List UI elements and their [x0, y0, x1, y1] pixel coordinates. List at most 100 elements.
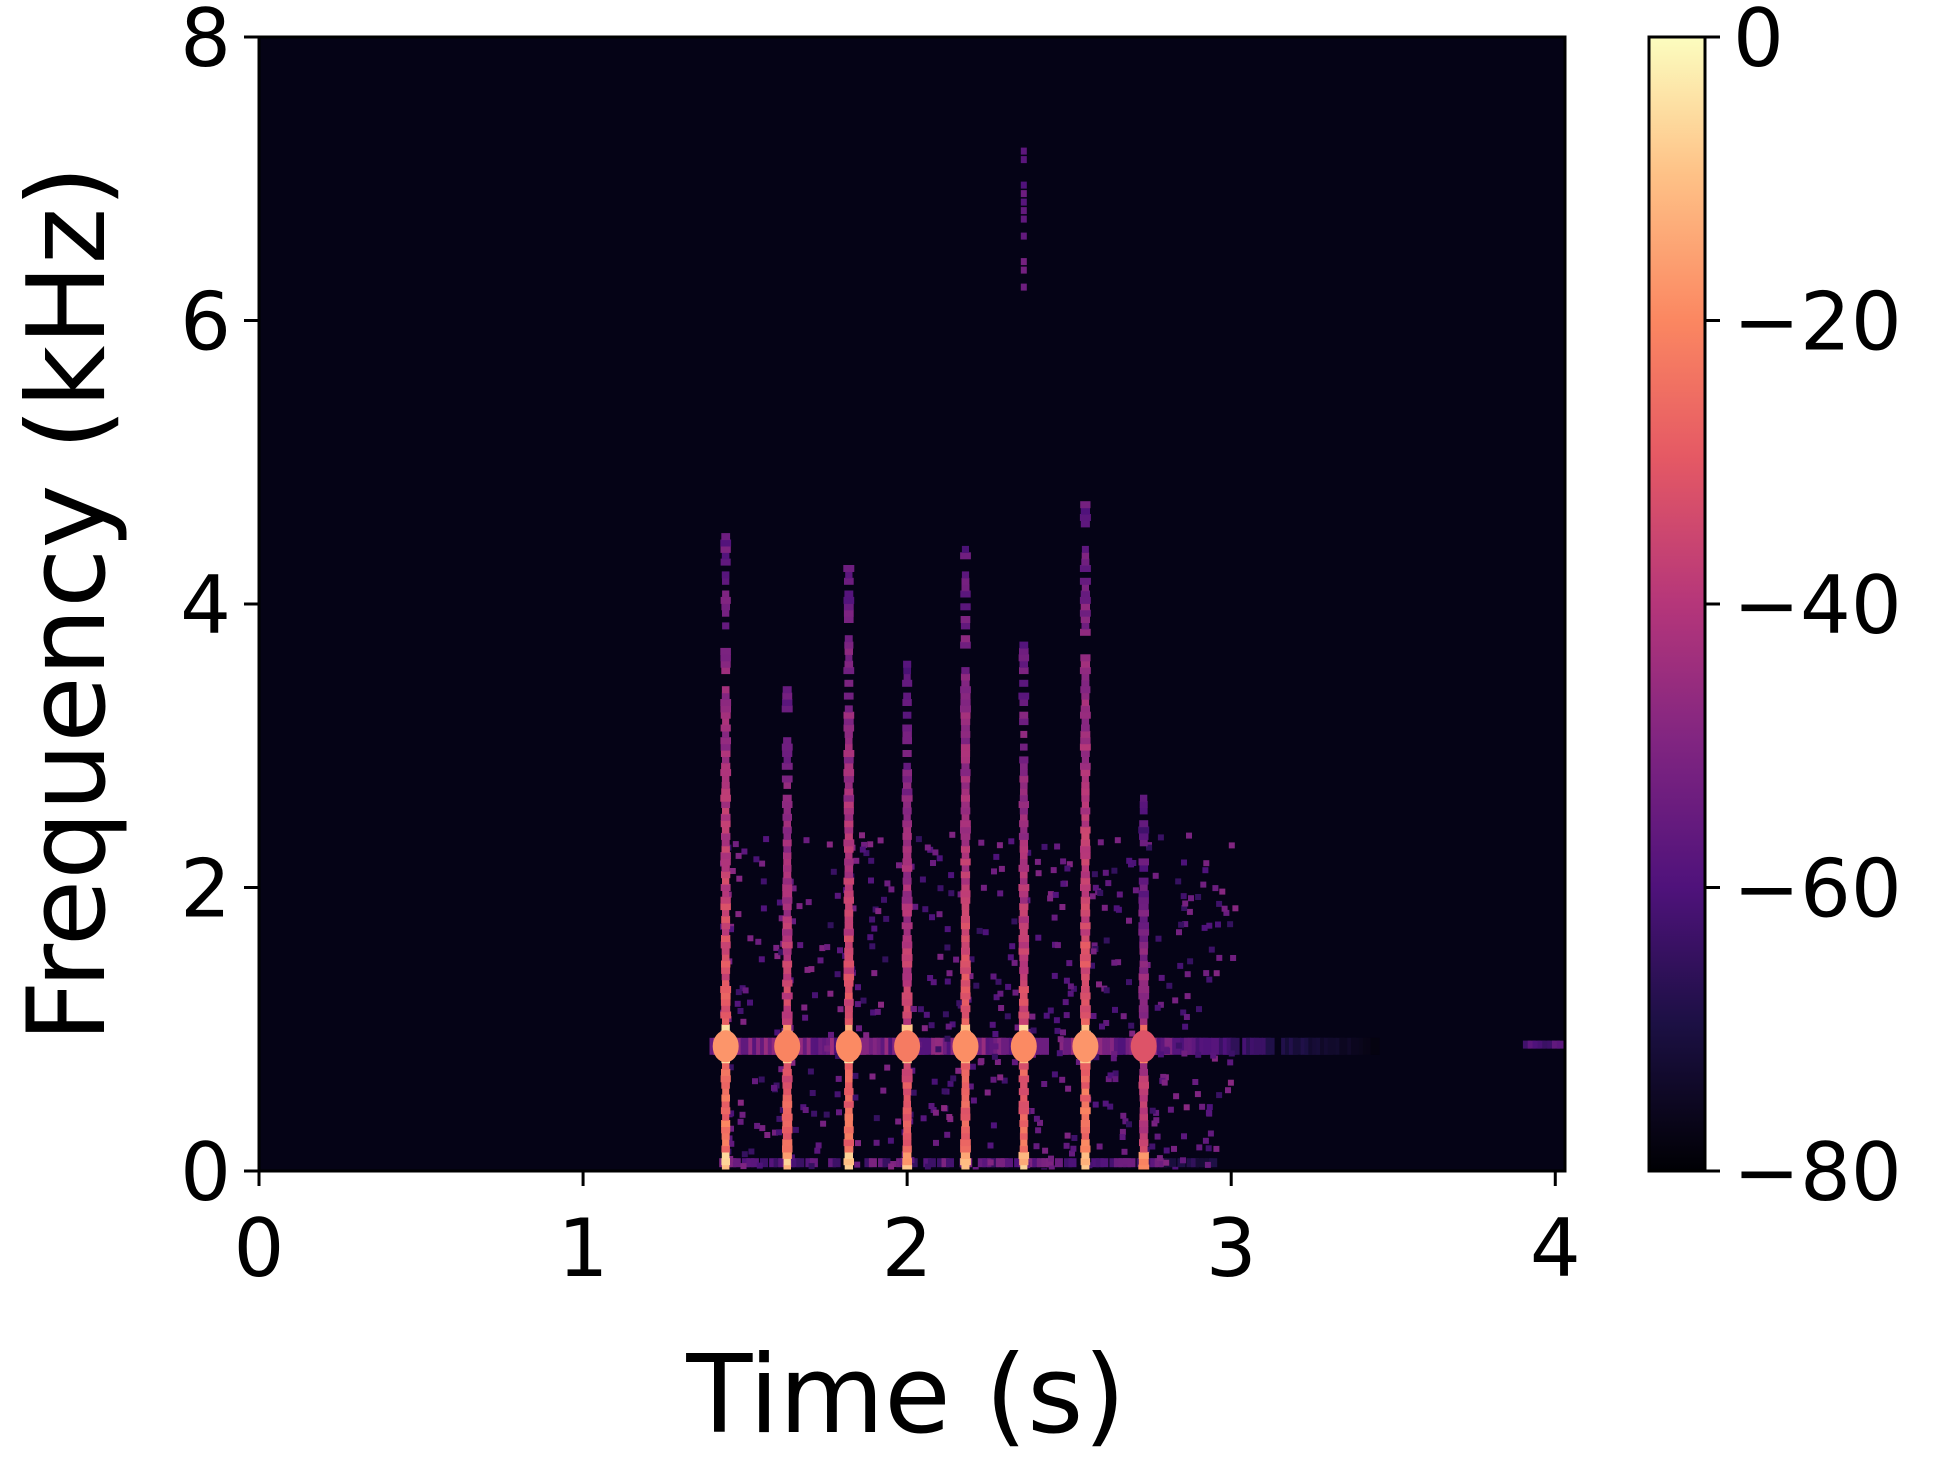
click-cell	[961, 1088, 970, 1096]
click-cell	[902, 737, 912, 745]
harmonic-band-cell	[1537, 1040, 1546, 1049]
click-cell	[781, 941, 793, 949]
noise-cell	[1075, 1059, 1082, 1065]
click-cell	[720, 1107, 731, 1115]
click-cell	[1139, 839, 1148, 847]
noise-cell	[1057, 1036, 1064, 1043]
click-cell	[1018, 1062, 1029, 1070]
noise-cell	[1109, 1158, 1118, 1168]
click-cell	[722, 890, 730, 898]
click-cell	[845, 941, 853, 949]
click-cell	[1139, 1017, 1148, 1025]
click-cell	[1079, 743, 1091, 751]
click-cell	[961, 954, 970, 962]
click-cell	[721, 1120, 731, 1127]
noise-cell	[774, 953, 781, 960]
noise-cell	[728, 1125, 734, 1132]
click-cell	[783, 1164, 791, 1171]
noise-cell	[995, 978, 1002, 985]
click-cell	[961, 667, 970, 675]
click-cell	[844, 909, 854, 917]
noise-cell	[1206, 1110, 1213, 1117]
noise-cell	[758, 1076, 765, 1083]
noise-cell	[1095, 1158, 1104, 1168]
click-cell	[1019, 909, 1028, 917]
noise-cell	[977, 1158, 986, 1168]
click-cell	[960, 730, 971, 738]
click-cell	[844, 635, 853, 643]
click-cell	[902, 935, 912, 942]
click-cell	[1019, 820, 1029, 828]
click-cell	[1019, 718, 1029, 726]
noise-cell	[1069, 1150, 1075, 1157]
noise-cell	[760, 905, 767, 912]
click-harmonic-peak	[894, 1030, 921, 1063]
harmonic-band-cell	[1556, 1040, 1565, 1049]
noise-cell	[967, 973, 974, 980]
x-tick-label: 0	[234, 1202, 285, 1295]
noise-cell	[741, 848, 748, 855]
noise-cell	[1172, 1166, 1179, 1171]
noise-cell	[1011, 959, 1018, 966]
noise-cell	[747, 999, 753, 1006]
click-cell	[844, 641, 854, 649]
noise-cell	[746, 1158, 755, 1168]
click-cell	[1080, 896, 1091, 904]
click-cell	[721, 686, 730, 694]
noise-cell	[1067, 990, 1074, 997]
noise-cell	[1228, 1050, 1235, 1057]
noise-cell	[928, 1103, 935, 1109]
click-cell	[1080, 603, 1090, 611]
click-cell	[1079, 565, 1091, 572]
noise-cell	[1027, 1158, 1036, 1168]
click-cell	[782, 877, 792, 885]
click-cell	[960, 622, 971, 630]
click-cell	[720, 852, 731, 860]
click-cell	[1020, 743, 1028, 751]
click-cell	[721, 603, 730, 611]
click-cell	[1081, 584, 1089, 592]
noise-cell	[1180, 1009, 1187, 1016]
noise-cell	[1005, 983, 1012, 990]
click-cell	[1018, 1011, 1030, 1019]
y-axis-label: Frequency (kHz)	[5, 166, 130, 1043]
noise-cell	[1060, 880, 1067, 887]
noise-cell	[1043, 1012, 1050, 1019]
click-cell	[961, 941, 970, 949]
noise-cell	[1182, 900, 1189, 907]
noise-cell	[759, 1125, 766, 1132]
click-cell	[1138, 922, 1149, 930]
click-cell	[782, 884, 793, 891]
click-cell	[1019, 647, 1029, 655]
click-cell	[903, 852, 912, 860]
noise-cell	[1020, 181, 1027, 189]
noise-cell	[1121, 1148, 1128, 1155]
noise-cell	[882, 956, 889, 963]
click-cell	[1081, 858, 1090, 866]
click-cell	[961, 1120, 970, 1127]
click-cell	[902, 1158, 912, 1166]
x-tick-label: 4	[1530, 1202, 1581, 1295]
noise-cell	[987, 1159, 994, 1166]
noise-cell	[1119, 1128, 1126, 1135]
noise-cell	[778, 915, 785, 922]
click-cell	[960, 966, 971, 974]
harmonic-band-cell	[1522, 1040, 1531, 1049]
click-cell	[1139, 1126, 1149, 1134]
click-cell	[960, 826, 971, 834]
click-cell	[901, 954, 913, 962]
noise-cell	[1051, 1071, 1058, 1078]
click-cell	[845, 737, 853, 745]
noise-cell	[1228, 842, 1235, 849]
click-cell	[1018, 1075, 1030, 1083]
noise-cell	[937, 885, 944, 892]
noise-cell	[1116, 891, 1123, 898]
x-tick-label: 2	[882, 1202, 933, 1295]
click-cell	[1081, 724, 1090, 732]
click-cell	[1140, 1100, 1148, 1108]
click-cell	[781, 1011, 793, 1019]
noise-cell	[1054, 843, 1061, 850]
noise-cell	[923, 1011, 930, 1018]
noise-cell	[1050, 867, 1057, 874]
noise-cell	[884, 1064, 891, 1071]
